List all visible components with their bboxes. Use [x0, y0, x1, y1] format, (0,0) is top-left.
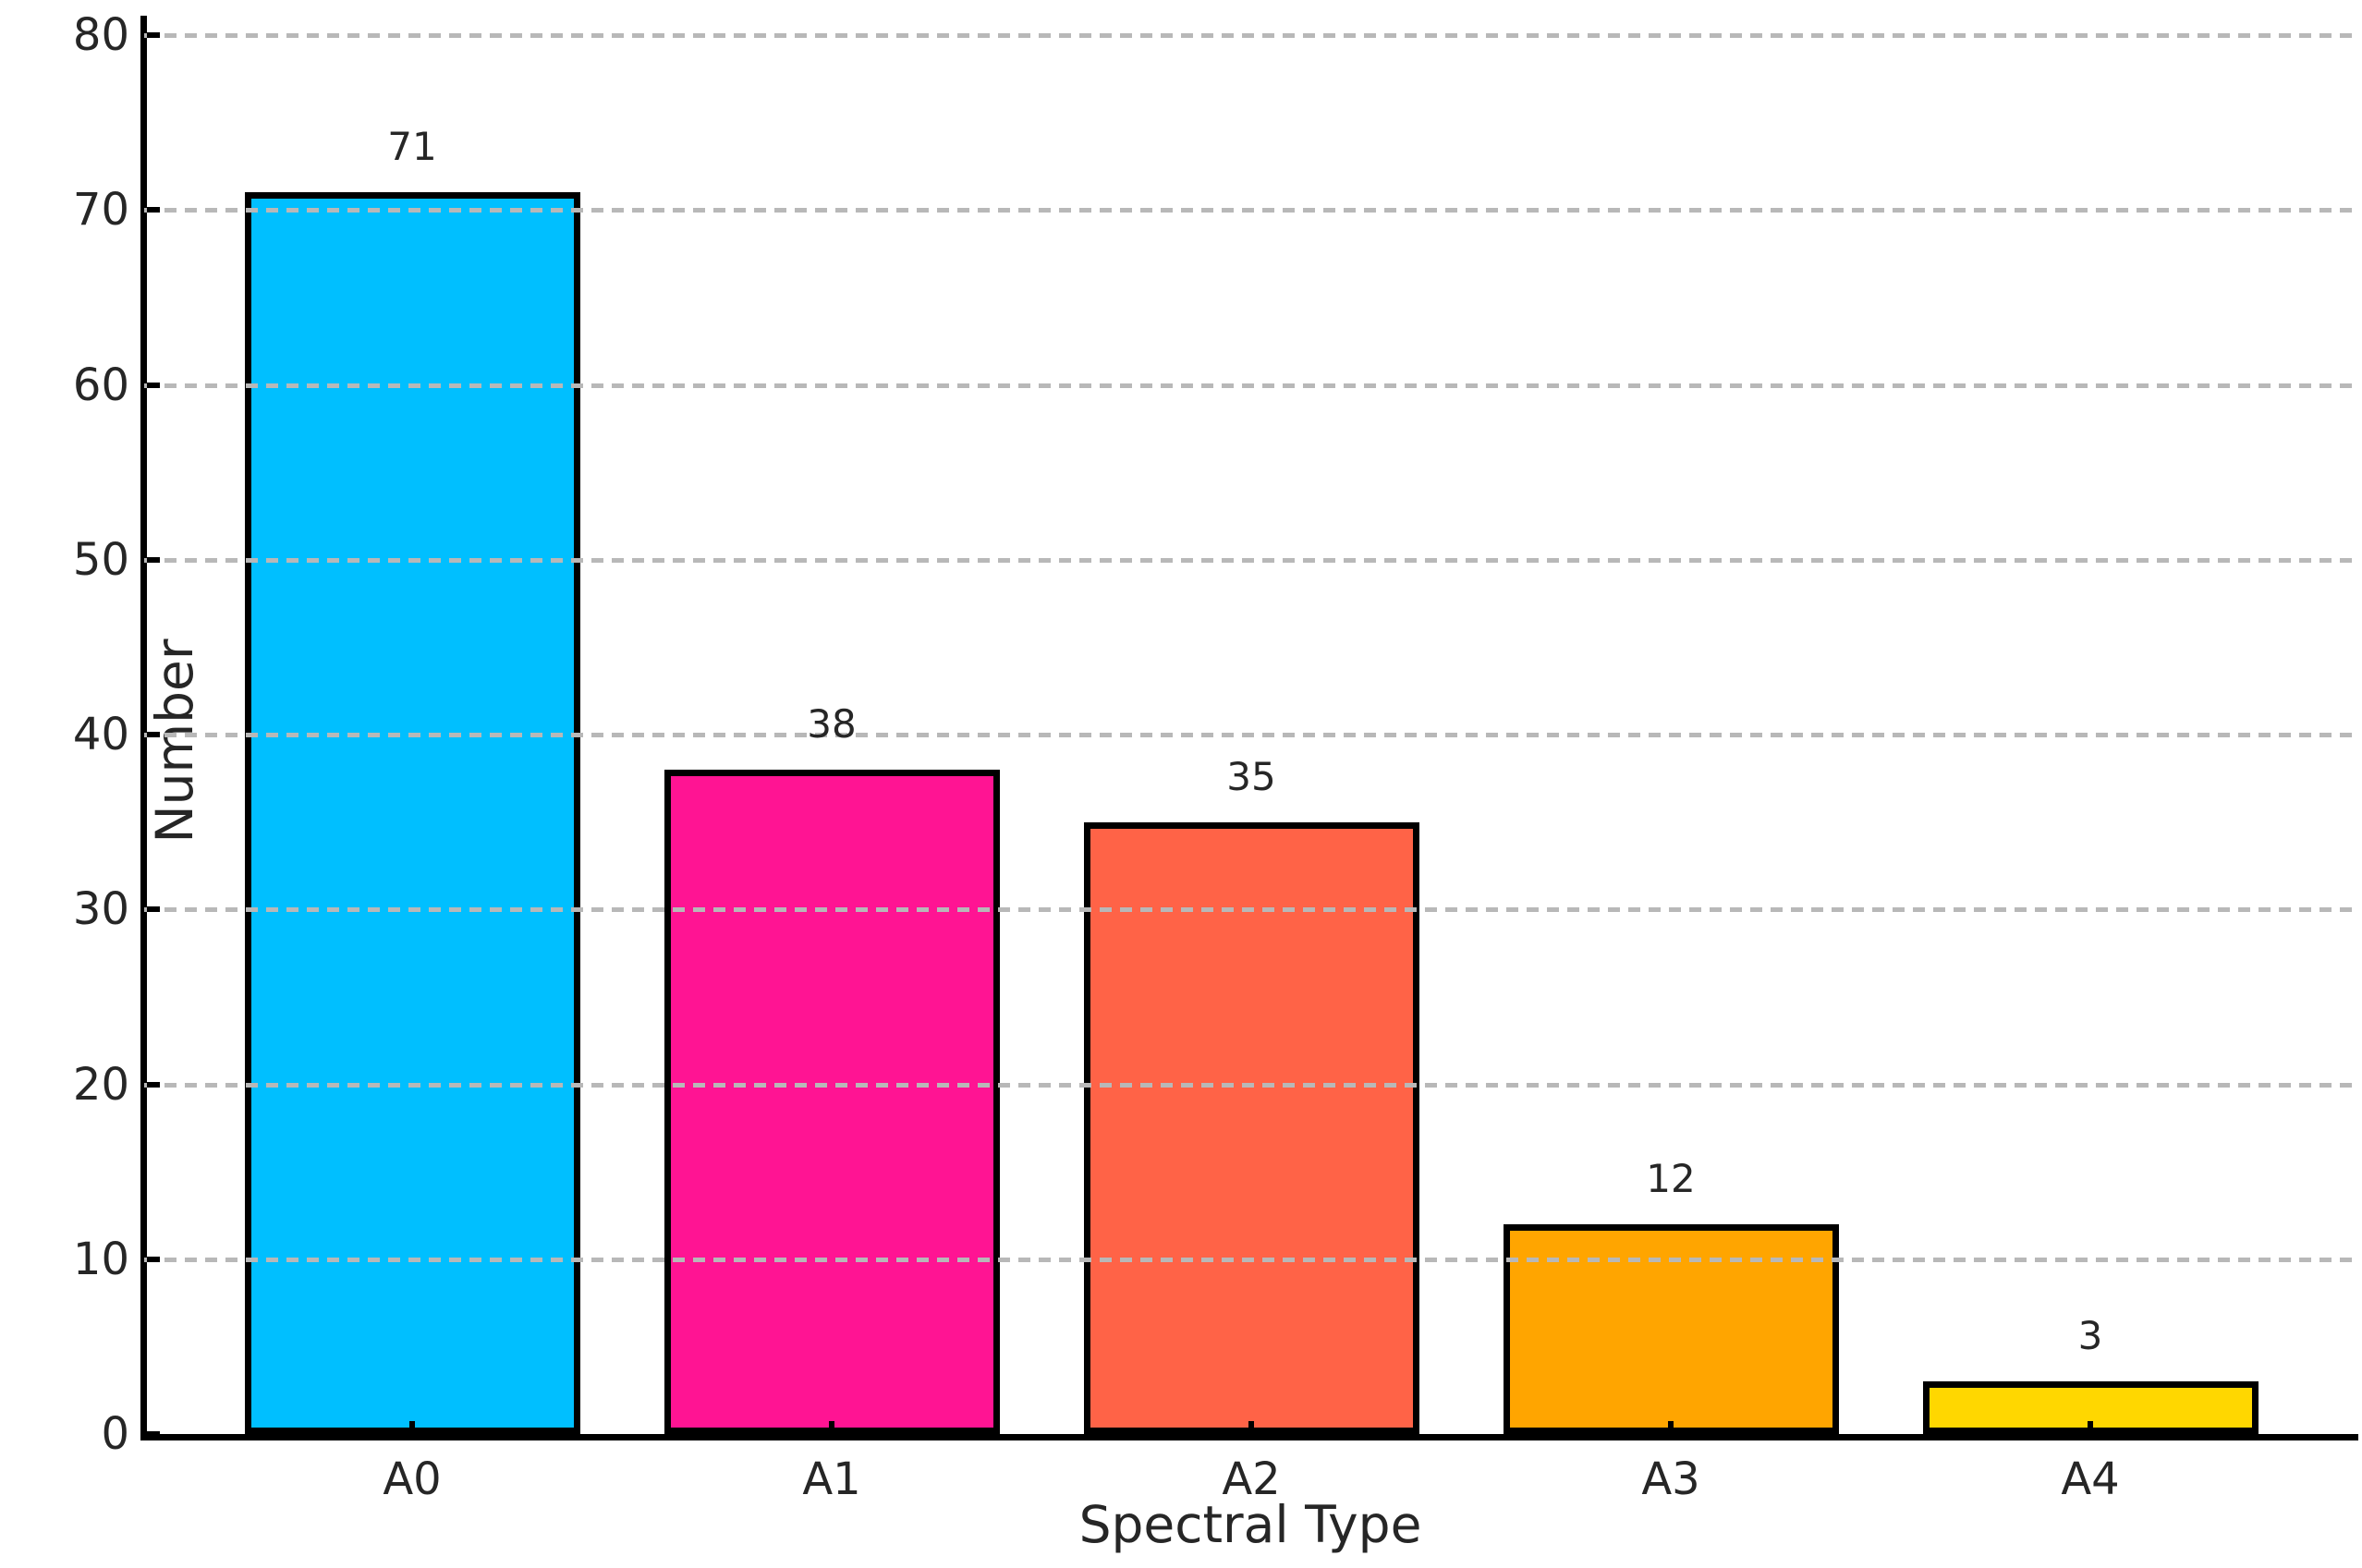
- x-tick-mark-A3: [1668, 1421, 1674, 1434]
- bar-A3: [1503, 1223, 1839, 1434]
- x-tick-mark-A0: [409, 1421, 415, 1434]
- gridline-y-20: [144, 1082, 2358, 1088]
- y-tick-mark-40: [147, 732, 160, 737]
- plot-area: Number 0 10 20 30 40 50 60 70 80 A0 71 A1 38 A2 35 A3 12…: [73, 11, 2358, 1503]
- y-tick-mark-60: [147, 382, 160, 388]
- bar-value-label-A0: 71: [387, 124, 437, 170]
- x-tick-mark-A4: [2088, 1421, 2093, 1434]
- y-tick-label-60: 60: [72, 359, 129, 411]
- y-tick-label-10: 10: [72, 1233, 129, 1285]
- bar-A2: [1083, 821, 1419, 1434]
- x-tick-label-A2: A2: [1222, 1453, 1281, 1505]
- y-tick-mark-30: [147, 906, 160, 913]
- gridline-y-70: [144, 208, 2358, 213]
- gridline-y-40: [144, 733, 2358, 737]
- bar-value-label-A3: 12: [1646, 1155, 1696, 1201]
- bar-A1: [664, 769, 1000, 1434]
- y-axis-label: Number: [145, 638, 204, 844]
- y-tick-mark-20: [147, 1081, 160, 1088]
- y-tick-label-30: 30: [72, 883, 129, 936]
- y-tick-mark-50: [147, 556, 160, 563]
- gridline-y-50: [144, 557, 2358, 563]
- y-tick-label-50: 50: [72, 533, 129, 586]
- x-axis-label: Spectral Type: [1078, 1495, 1422, 1554]
- y-tick-label-20: 20: [72, 1058, 129, 1111]
- bar-A0: [244, 192, 580, 1434]
- y-tick-label-70: 70: [72, 184, 129, 237]
- x-tick-label-A1: A1: [802, 1453, 861, 1505]
- y-tick-mark-0: [147, 1431, 160, 1437]
- y-tick-mark-70: [147, 207, 160, 213]
- x-tick-mark-A1: [829, 1421, 834, 1434]
- gridline-y-10: [144, 1257, 2358, 1262]
- bar-value-label-A4: 3: [2077, 1313, 2103, 1359]
- gridline-y-60: [144, 383, 2358, 388]
- y-tick-label-40: 40: [72, 709, 129, 760]
- x-tick-label-A0: A0: [383, 1453, 442, 1505]
- gridline-y-30: [144, 907, 2358, 913]
- x-tick-label-A4: A4: [2061, 1453, 2120, 1505]
- y-tick-mark-10: [147, 1256, 160, 1262]
- bar-value-label-A1: 38: [807, 700, 857, 747]
- x-tick-label-A3: A3: [1641, 1453, 1700, 1505]
- y-axis-spine: [140, 16, 147, 1440]
- bar-value-label-A2: 35: [1226, 753, 1276, 799]
- y-tick-label-80: 80: [72, 9, 129, 61]
- gridline-y-80: [144, 33, 2358, 38]
- y-tick-mark-80: [147, 32, 160, 38]
- y-tick-label-0: 0: [101, 1408, 129, 1460]
- x-tick-mark-A2: [1248, 1421, 1254, 1434]
- x-axis-spine: [140, 1434, 2358, 1440]
